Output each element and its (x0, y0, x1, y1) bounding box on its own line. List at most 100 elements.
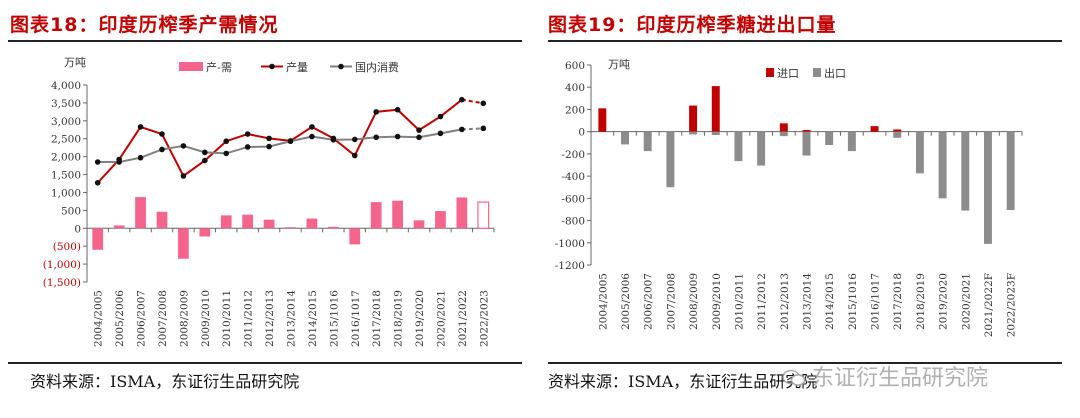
line-point (480, 100, 487, 107)
line-point (223, 150, 230, 157)
bar (666, 131, 675, 188)
legend-swatch (813, 68, 821, 77)
bar (370, 202, 382, 229)
line-point (137, 124, 144, 130)
unit-label: 万吨 (608, 58, 630, 71)
series-line (97, 128, 463, 164)
right-figure-title: 图表19：印度历榨季糖进出口量 (548, 14, 837, 36)
legend-marker (269, 63, 275, 70)
x-tick-label: 2016/1017 (870, 273, 882, 330)
line-point (266, 143, 272, 150)
x-tick-label: 2020/2021 (960, 273, 972, 330)
x-tick-label: 2015/1016 (328, 290, 340, 347)
bar (825, 131, 834, 145)
x-tick-label: 2019/2020 (414, 290, 426, 347)
bar (285, 227, 296, 229)
x-tick-label: 2013/2014 (802, 273, 814, 330)
y-tick-label: 4,000 (51, 80, 81, 92)
y-tick-label: -400 (561, 171, 585, 183)
x-tick-label: 2016/1017 (350, 290, 362, 347)
bar (689, 105, 698, 132)
x-tick-label: 2012/2013 (264, 290, 276, 347)
line-point (223, 138, 230, 145)
x-tick-label: 2009/2010 (711, 273, 723, 330)
right-panel: 图表19：印度历榨季糖进出口量 -1200 -1000 -800 -600 -400 -2… (540, 0, 1070, 418)
bar (413, 220, 425, 229)
x-tick-label: 2008/2009 (178, 290, 190, 347)
x-tick-label: 2008/2009 (688, 273, 700, 330)
line-point (373, 109, 379, 115)
line-point (244, 144, 251, 150)
bar (779, 123, 788, 132)
line-point (394, 106, 401, 113)
line-point (416, 127, 422, 133)
line-point (287, 138, 294, 145)
y-tick-label: -800 (561, 216, 585, 228)
y-tick-label: -1000 (555, 238, 585, 250)
y-tick-label: (500) (53, 241, 81, 253)
line-point (116, 159, 122, 165)
legend-label: 进口 (777, 67, 799, 80)
x-tick-label: 2013/2014 (286, 290, 298, 347)
bar (113, 225, 125, 229)
unit-label: 万吨 (64, 56, 86, 69)
x-tick-label: 2006/2007 (643, 273, 655, 330)
x-tick-label: 2011/2012 (243, 290, 255, 347)
y-tick-label: -200 (561, 149, 585, 161)
bar (802, 130, 811, 132)
x-tick-label: 2018/2019 (393, 290, 405, 347)
bar (847, 131, 856, 152)
line-point (459, 96, 465, 103)
line-point (416, 134, 422, 141)
left-panel: 图表18：印度历榨季产需情况 (1,500) (1,000) (500) 0 500 1,… (0, 0, 530, 418)
line-point (137, 154, 144, 161)
bar (477, 201, 490, 229)
y-tick-label: (1,000) (43, 259, 81, 271)
legend-swatch (179, 62, 203, 71)
x-tick-label: 2018/2019 (915, 273, 927, 330)
line-point (373, 134, 379, 141)
bar (1006, 131, 1015, 210)
bar (621, 131, 629, 145)
bar (435, 211, 446, 229)
bar (711, 131, 720, 135)
x-tick-label: 2005/2006 (620, 273, 632, 330)
line-point (159, 146, 165, 153)
line-point (459, 126, 465, 133)
line-point (180, 143, 187, 149)
bar (984, 131, 992, 244)
x-tick-label: 2007/2008 (665, 273, 677, 330)
x-tick-label: 2004/2005 (597, 273, 609, 330)
bar (757, 131, 766, 166)
x-tick-label: 2012/2013 (779, 273, 791, 330)
x-tick-label: 2007/2008 (157, 290, 169, 347)
x-tick-label: 2006/2007 (136, 290, 148, 347)
line-point (180, 173, 187, 179)
x-tick-label: 2022/2023 (478, 290, 490, 347)
line-point (202, 157, 208, 164)
bar (156, 211, 168, 229)
line-point (330, 137, 337, 143)
bar (734, 131, 743, 162)
right-source-text: 资料来源：ISMA，东证衍生品研究院 (548, 372, 818, 391)
y-tick-label: 600 (565, 60, 585, 72)
series-line (96, 98, 463, 184)
legend-label: 产量 (286, 60, 308, 74)
y-tick-label: 1,500 (51, 170, 81, 182)
legend-swatch (766, 68, 774, 77)
x-tick-label: 2020/2021 (435, 290, 447, 347)
bar (711, 86, 720, 132)
line-point (351, 136, 358, 143)
y-tick-label: (1,500) (43, 277, 81, 289)
bar (349, 228, 361, 245)
bar (938, 131, 947, 199)
line-point (202, 149, 208, 156)
line-point (244, 131, 251, 137)
bar (327, 226, 339, 229)
x-tick-label: 2014/2015 (307, 290, 319, 347)
wechat-icon (782, 369, 806, 386)
y-tick-label: 0 (74, 223, 81, 235)
right-source-rule (548, 362, 1062, 364)
line-point (351, 152, 358, 159)
line-point (159, 131, 165, 137)
